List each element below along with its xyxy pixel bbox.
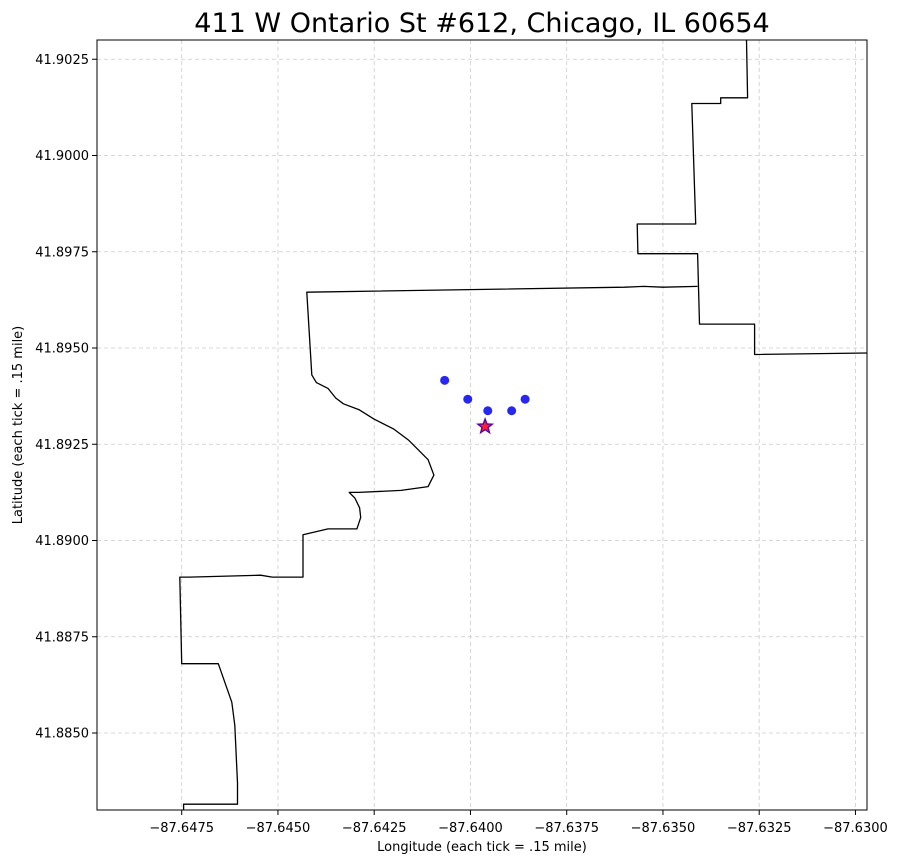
zip-boundary [179, 39, 868, 810]
x-tick-label: −87.6375 [534, 821, 599, 836]
x-tick-label: −87.6325 [727, 821, 792, 836]
data-point [520, 394, 530, 404]
data-point [507, 406, 517, 416]
y-tick-label: 41.9000 [35, 149, 89, 164]
x-tick-label: −87.6475 [149, 821, 214, 836]
x-tick-label: −87.6400 [438, 821, 503, 836]
y-tick-label: 41.8850 [35, 727, 89, 742]
x-tick-label: −87.6300 [823, 821, 888, 836]
target-star [476, 417, 495, 435]
x-tick-label: −87.6425 [342, 821, 407, 836]
y-tick-label: 41.8875 [35, 630, 89, 645]
target-marker [476, 417, 495, 435]
plot-frame [96, 39, 868, 811]
data-point [440, 375, 450, 385]
x-axis-label: Longitude (each tick = .15 mile) [377, 840, 587, 855]
y-tick-label: 41.8950 [35, 342, 89, 357]
data-points [440, 375, 530, 416]
x-axis-ticks: −87.6475 −87.6450 −87.6425 −87.6400 −87.6375… [149, 810, 888, 836]
x-tick-label: −87.6350 [631, 821, 696, 836]
data-point [463, 394, 473, 404]
boundary-line [179, 285, 698, 810]
grid [97, 40, 867, 810]
boundary-line [636, 39, 868, 356]
x-tick-label: −87.6450 [246, 821, 311, 836]
y-tick-label: 41.8975 [35, 245, 89, 260]
y-axis-ticks: 41.8850 41.8875 41.8900 41.8925 41.8950 41.89… [35, 53, 97, 742]
y-tick-label: 41.9025 [35, 53, 89, 68]
chart-title: 411 W Ontario St #612, Chicago, IL 60654 [194, 8, 769, 39]
y-axis-label: Latitude (each tick = .15 mile) [11, 326, 26, 525]
data-point [483, 406, 493, 416]
y-tick-label: 41.8925 [35, 438, 89, 453]
y-tick-label: 41.8900 [35, 534, 89, 549]
